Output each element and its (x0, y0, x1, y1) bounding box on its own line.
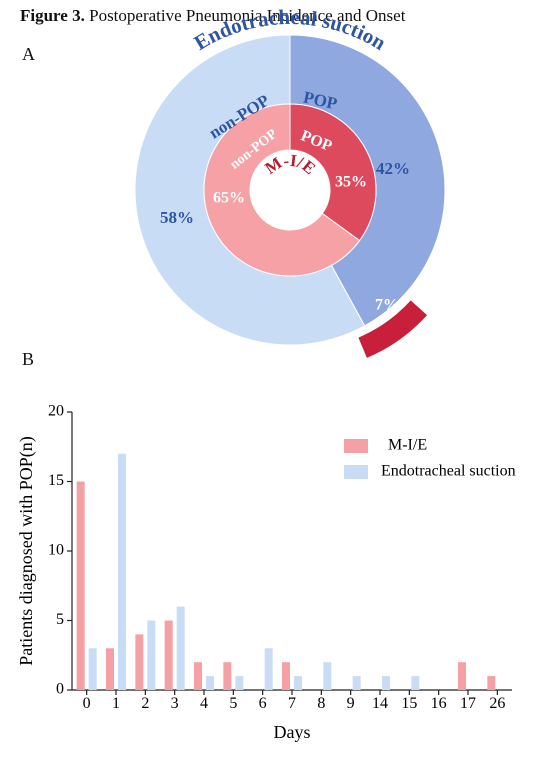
panel-b-label: B (22, 349, 35, 369)
x-tick-label: 5 (229, 695, 237, 712)
bar-mie-0 (76, 481, 85, 690)
y-tick-label: 0 (56, 681, 64, 698)
x-tick-label: 3 (171, 695, 179, 712)
bar-mie-4 (194, 662, 202, 690)
bar-endotracheal-5 (235, 676, 244, 690)
x-tick-label: 15 (401, 695, 417, 712)
y-tick-label: 5 (56, 611, 64, 628)
legend-label-mie: M-I/E (388, 437, 427, 454)
bar-endotracheal-9 (352, 676, 361, 690)
inner-slice-pop (289, 103, 377, 242)
donut-chart: Endotracheal suctionM-I/EPOPnon-POP42%58… (134, 5, 446, 360)
inner-slice-non-pop (203, 103, 361, 277)
bar-endotracheal-1 (118, 453, 126, 690)
outer-non-pop-value: 58% (160, 208, 194, 227)
x-tick-label: 26 (489, 695, 505, 712)
x-tick-label: 7 (288, 695, 296, 712)
x-tick-label: 2 (141, 695, 149, 712)
y-tick-label: 20 (48, 403, 64, 420)
legend-swatch-mie (344, 439, 368, 453)
x-tick-label: 14 (372, 695, 388, 712)
bar-endotracheal-2 (147, 620, 156, 690)
y-tick-label: 15 (48, 472, 64, 489)
outer-pop-value: 42% (376, 159, 410, 178)
bar-endotracheal-4 (206, 676, 214, 690)
panel-a-label: A (22, 44, 35, 64)
bar-mie-1 (106, 648, 114, 690)
legend-label-endotracheal: Endotracheal suction (381, 463, 516, 480)
figure-title: Figure 3. Postoperative Pneumonia Incide… (20, 6, 405, 26)
exploded-slice (357, 298, 429, 360)
x-tick-label: 0 (83, 695, 91, 712)
figure-title-text: Postoperative Pneumonia Incidence and On… (89, 6, 406, 25)
x-axis-title: Days (274, 722, 311, 742)
x-tick-label: 17 (460, 695, 476, 712)
x-tick-label: 16 (431, 695, 447, 712)
bar-endotracheal-0 (88, 648, 97, 690)
figure-label: Figure 3. (20, 6, 85, 25)
y-tick-label: 10 (48, 542, 64, 559)
x-tick-label: 6 (259, 695, 267, 712)
bar-mie-2 (135, 634, 144, 690)
legend-swatch-endotracheal (344, 465, 368, 479)
bar-endotracheal-7 (294, 676, 302, 690)
bar-endotracheal-6 (264, 648, 273, 690)
exploded-value: 7% (375, 297, 399, 314)
bar-mie-26 (487, 676, 496, 690)
x-tick-label: 9 (347, 695, 355, 712)
bar-endotracheal-3 (176, 606, 185, 690)
y-axis-title: Patients diagnosed with POP(n) (16, 436, 37, 666)
bar-mie-17 (458, 662, 466, 690)
bar-endotracheal-14 (382, 676, 390, 690)
inner-non-pop-value: 65% (213, 190, 245, 207)
x-tick-label: 8 (317, 695, 325, 712)
bar-mie-7 (282, 662, 290, 690)
bar-endotracheal-15 (411, 676, 420, 690)
bar-endotracheal-8 (323, 662, 332, 690)
bar-mie-5 (223, 662, 232, 690)
x-tick-label: 1 (112, 695, 120, 712)
bar-mie-3 (164, 620, 173, 690)
x-tick-label: 4 (200, 695, 208, 712)
inner-pop-value: 35% (335, 174, 367, 191)
